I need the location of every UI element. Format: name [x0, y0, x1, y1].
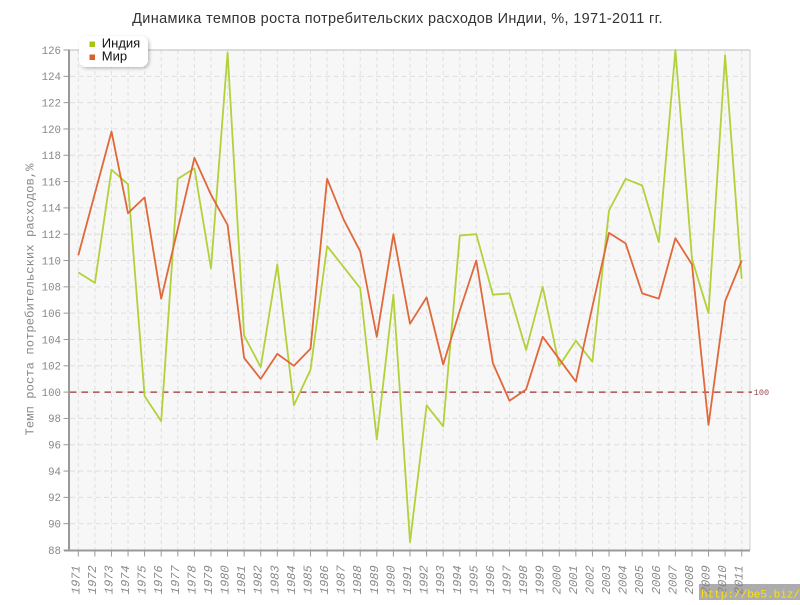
svg-text:1985: 1985 [302, 565, 316, 595]
svg-text:124: 124 [42, 72, 61, 84]
svg-text:1995: 1995 [467, 565, 481, 595]
svg-text:1997: 1997 [501, 564, 515, 595]
svg-text:1992: 1992 [418, 565, 432, 595]
svg-text:1990: 1990 [384, 565, 398, 595]
svg-text:Индия: Индия [102, 36, 140, 51]
svg-text:1977: 1977 [169, 564, 183, 595]
svg-text:1976: 1976 [152, 565, 166, 595]
svg-text:1994: 1994 [451, 565, 465, 595]
svg-text:110: 110 [42, 256, 61, 268]
svg-text:96: 96 [48, 441, 61, 453]
svg-text:1993: 1993 [434, 565, 448, 595]
svg-text:2001: 2001 [567, 565, 581, 595]
svg-text:120: 120 [42, 125, 61, 137]
svg-text:Темп роста потребительских рас: Темп роста потребительских расходов,% [24, 163, 38, 436]
svg-text:126: 126 [42, 46, 61, 58]
svg-text:114: 114 [42, 204, 61, 216]
svg-text:1979: 1979 [202, 565, 216, 595]
svg-text:1984: 1984 [285, 565, 299, 595]
svg-text:1975: 1975 [136, 565, 150, 595]
svg-text:1989: 1989 [368, 565, 382, 595]
svg-text:2002: 2002 [583, 565, 597, 595]
svg-text:122: 122 [42, 98, 61, 110]
svg-text:1981: 1981 [235, 565, 249, 595]
svg-text:2005: 2005 [633, 565, 647, 595]
svg-text:118: 118 [42, 151, 61, 163]
svg-text:1973: 1973 [102, 565, 116, 595]
svg-text:94: 94 [48, 467, 61, 479]
svg-text:1971: 1971 [69, 565, 83, 595]
svg-text:116: 116 [42, 177, 61, 189]
svg-text:112: 112 [42, 230, 61, 242]
svg-text:2004: 2004 [617, 565, 631, 595]
svg-text:100: 100 [42, 388, 61, 400]
svg-text:1998: 1998 [517, 565, 531, 595]
svg-text:1974: 1974 [119, 565, 133, 595]
svg-text:Динамика темпов роста потребит: Динамика темпов роста потребительских ра… [132, 11, 663, 27]
svg-text:1987: 1987 [335, 564, 349, 595]
svg-text:1983: 1983 [268, 565, 282, 595]
svg-text:88: 88 [48, 546, 61, 558]
svg-text:92: 92 [48, 493, 61, 505]
svg-text:106: 106 [42, 309, 61, 321]
svg-text:1986: 1986 [318, 565, 332, 595]
svg-text:1980: 1980 [219, 565, 233, 595]
svg-text:1996: 1996 [484, 565, 498, 595]
svg-text:2008: 2008 [683, 565, 697, 595]
svg-text:102: 102 [42, 362, 61, 374]
svg-text:1972: 1972 [86, 565, 100, 595]
svg-text:2000: 2000 [550, 565, 564, 595]
svg-text:1982: 1982 [252, 565, 266, 595]
svg-text:Мир: Мир [102, 49, 127, 64]
svg-text:2007: 2007 [666, 564, 680, 595]
svg-text:90: 90 [48, 519, 61, 531]
svg-text:1988: 1988 [351, 565, 365, 595]
svg-text:100: 100 [754, 388, 769, 398]
svg-text:108: 108 [42, 283, 61, 295]
svg-text:104: 104 [42, 335, 61, 347]
svg-text:2006: 2006 [650, 565, 664, 595]
svg-text:98: 98 [48, 414, 61, 426]
svg-text:2003: 2003 [600, 565, 614, 595]
svg-text:1999: 1999 [534, 565, 548, 595]
svg-text:1978: 1978 [185, 565, 199, 595]
svg-text:1991: 1991 [401, 565, 415, 595]
svg-text:http://be5.biz/: http://be5.biz/ [701, 590, 800, 601]
